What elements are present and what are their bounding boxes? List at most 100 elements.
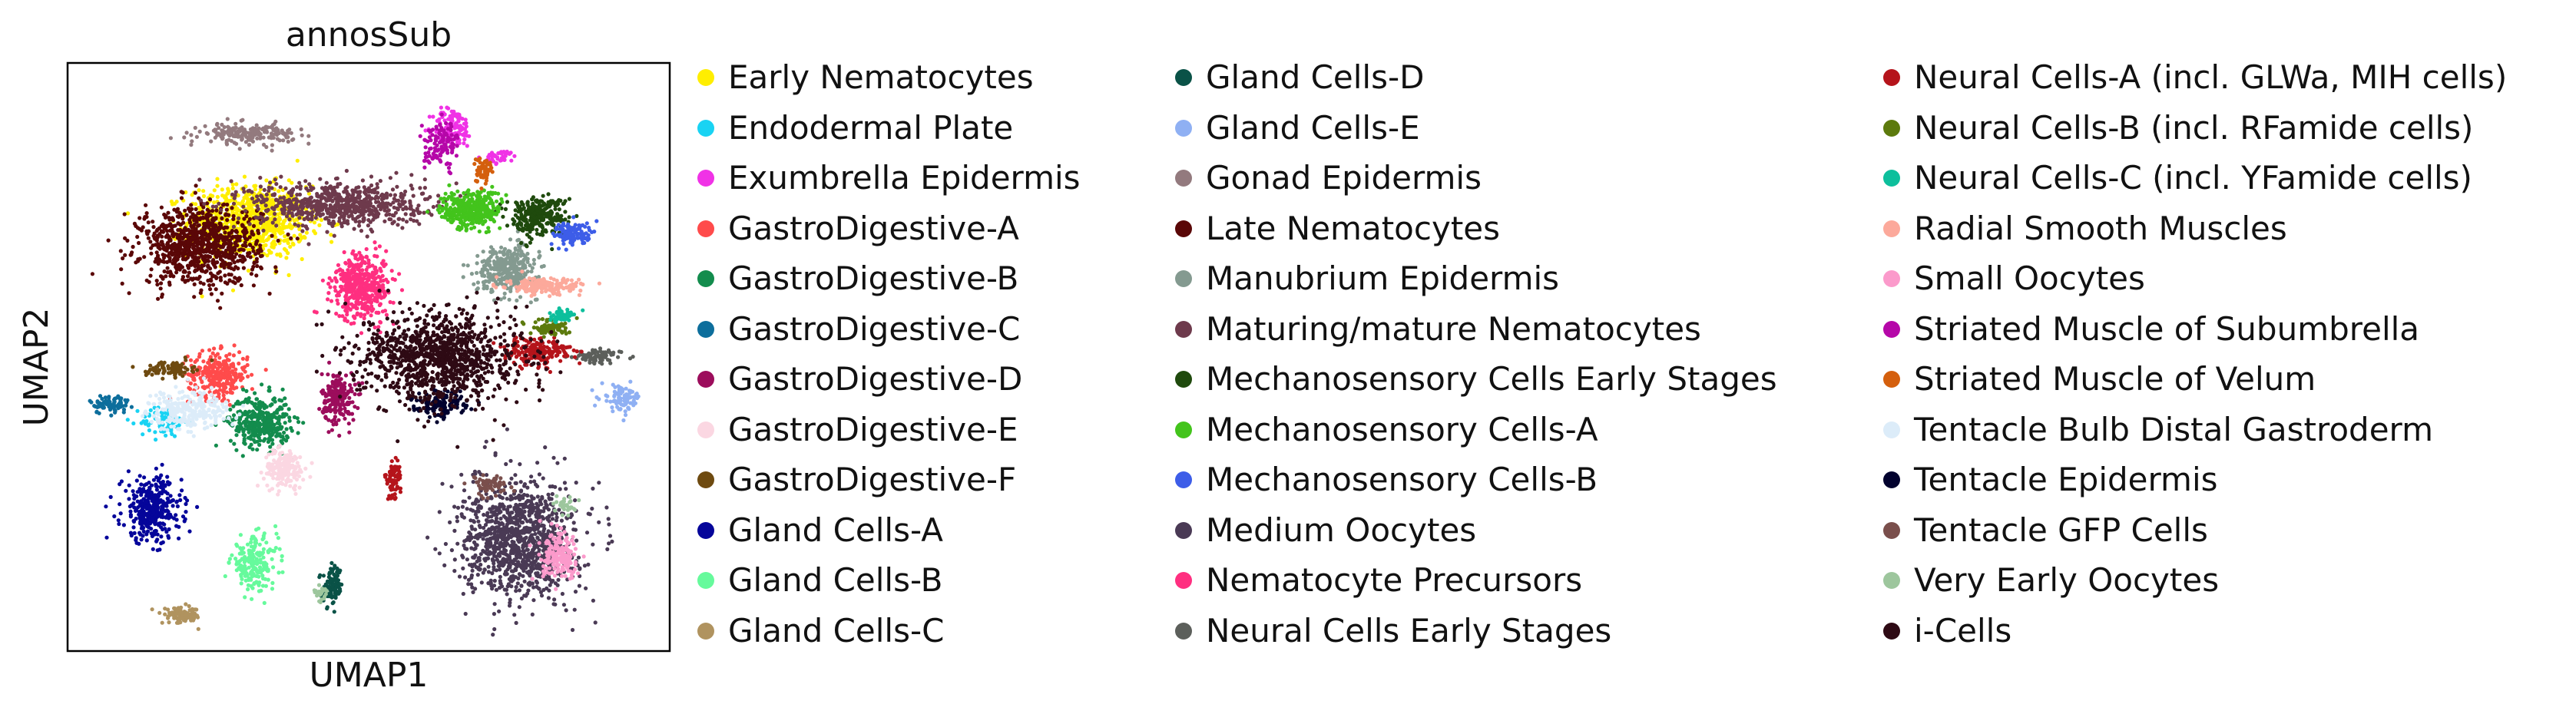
point xyxy=(170,202,174,207)
point xyxy=(194,202,198,207)
point xyxy=(215,183,220,188)
point xyxy=(270,229,275,233)
point xyxy=(266,236,270,241)
point xyxy=(220,187,224,192)
point xyxy=(278,231,283,236)
point xyxy=(230,288,236,293)
point xyxy=(201,189,206,193)
point xyxy=(131,421,136,426)
point xyxy=(162,417,167,421)
point xyxy=(225,191,230,196)
point xyxy=(253,187,257,192)
point xyxy=(210,193,215,198)
point xyxy=(298,233,303,237)
point xyxy=(271,245,276,250)
point xyxy=(290,241,295,246)
point xyxy=(286,241,290,246)
point xyxy=(306,191,312,196)
point xyxy=(264,178,269,183)
point xyxy=(276,221,281,226)
point xyxy=(261,225,266,230)
point xyxy=(200,294,204,299)
point xyxy=(172,434,177,438)
point xyxy=(290,224,295,229)
point xyxy=(329,233,333,237)
point xyxy=(212,200,217,205)
point xyxy=(170,431,174,437)
point xyxy=(154,438,158,442)
point xyxy=(148,408,153,413)
point xyxy=(283,234,287,239)
point xyxy=(201,193,207,199)
point xyxy=(283,218,287,223)
point xyxy=(276,189,281,193)
point xyxy=(230,182,235,187)
point xyxy=(280,226,285,231)
point xyxy=(276,212,280,217)
point xyxy=(286,178,291,183)
point xyxy=(276,227,281,232)
point xyxy=(190,193,194,197)
point xyxy=(223,194,227,199)
point xyxy=(144,418,149,424)
point xyxy=(258,187,263,192)
point xyxy=(312,220,317,225)
point xyxy=(319,217,324,223)
point xyxy=(259,239,263,243)
point xyxy=(283,238,288,243)
point xyxy=(246,247,250,253)
point xyxy=(169,428,174,433)
point xyxy=(267,248,271,253)
point xyxy=(287,223,292,227)
point xyxy=(146,423,151,428)
point xyxy=(141,432,145,437)
point xyxy=(317,223,322,227)
point xyxy=(246,268,251,273)
point xyxy=(197,188,201,193)
point xyxy=(244,195,250,200)
point xyxy=(263,243,268,247)
point xyxy=(286,273,291,277)
point xyxy=(329,240,334,244)
point xyxy=(214,212,219,217)
point xyxy=(240,199,246,203)
point xyxy=(141,419,146,424)
point xyxy=(240,220,244,224)
point xyxy=(215,194,220,200)
point xyxy=(290,180,294,185)
point xyxy=(212,188,217,193)
point xyxy=(242,174,247,179)
point xyxy=(283,248,289,253)
point xyxy=(252,183,257,188)
point xyxy=(423,128,428,133)
point xyxy=(125,211,131,216)
point xyxy=(230,186,235,190)
point xyxy=(265,253,270,258)
point xyxy=(277,252,283,256)
point xyxy=(153,430,157,435)
point xyxy=(125,418,130,422)
point xyxy=(147,428,151,433)
point xyxy=(303,236,307,240)
point xyxy=(300,256,304,262)
point xyxy=(284,256,289,260)
point xyxy=(247,201,252,206)
point xyxy=(288,244,293,249)
point xyxy=(271,223,276,228)
point xyxy=(277,215,282,220)
point xyxy=(174,200,179,204)
point xyxy=(259,203,264,208)
point xyxy=(295,158,300,163)
point xyxy=(215,177,220,181)
point xyxy=(304,230,309,235)
point xyxy=(270,197,275,202)
plot-title: annosSub xyxy=(285,15,452,55)
point xyxy=(135,408,140,413)
point xyxy=(234,182,239,187)
point xyxy=(313,231,318,236)
point xyxy=(164,433,168,438)
point xyxy=(272,239,276,243)
point xyxy=(297,226,302,232)
